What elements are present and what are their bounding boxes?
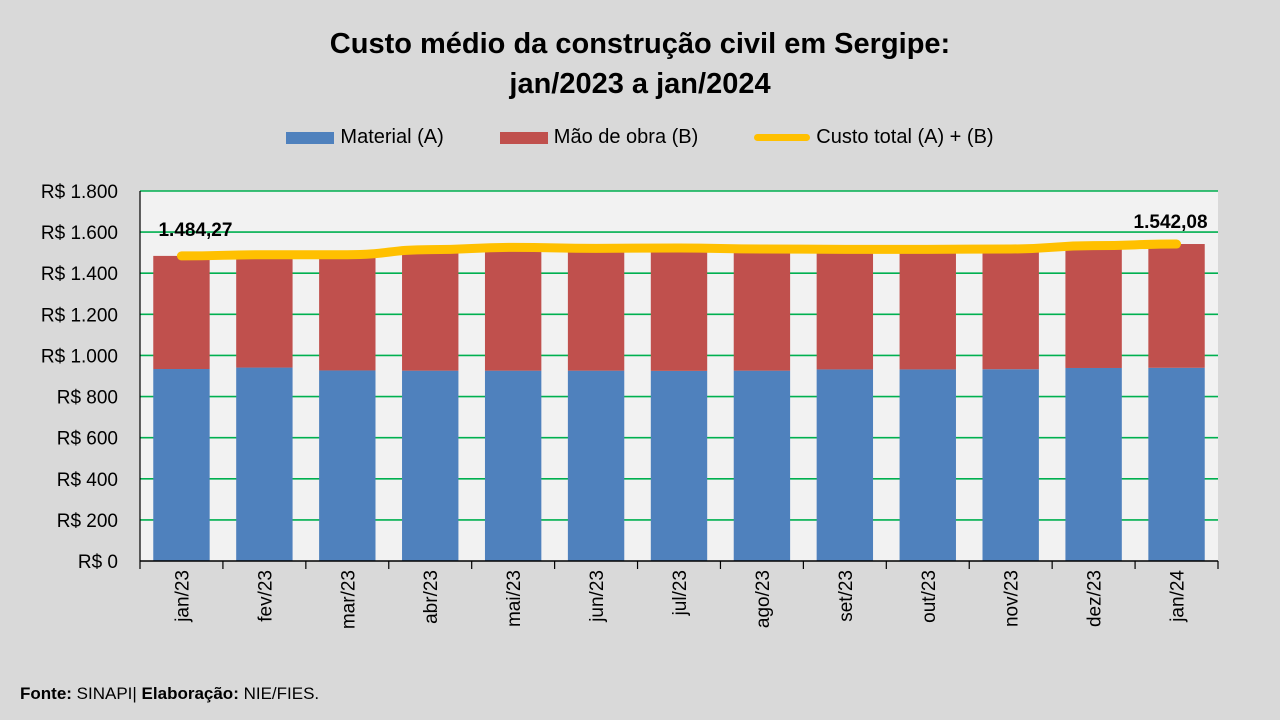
- bar-mao-de-obra: [319, 254, 376, 371]
- y-tick-label: R$ 400: [57, 470, 118, 491]
- y-tick-label: R$ 1.000: [41, 346, 118, 367]
- bar-mao-de-obra: [236, 254, 293, 368]
- chart-title-line1: Custo médio da construção civil em Sergi…: [329, 28, 951, 60]
- bar-material: [236, 367, 293, 561]
- legend-swatch-mao-de-obra: [499, 131, 548, 144]
- chart-title-line2: jan/2023 a jan/2024: [509, 68, 771, 100]
- x-tick-label: jan/24: [1168, 570, 1189, 623]
- x-tick-label: ago/23: [753, 570, 774, 628]
- data-label-first: 1.484,27: [158, 220, 232, 241]
- bar-material: [1065, 367, 1122, 561]
- data-label-last: 1.542,08: [1134, 212, 1208, 233]
- x-tick-label: jul/23: [670, 570, 691, 616]
- y-tick-label: R$ 1.200: [41, 305, 118, 326]
- y-tick-label: R$ 1.400: [41, 264, 118, 285]
- bar-mao-de-obra: [899, 249, 956, 370]
- x-tick-label: set/23: [836, 570, 857, 622]
- bar-material: [899, 369, 956, 561]
- bar-mao-de-obra: [982, 248, 1039, 370]
- x-tick-label: jan/23: [172, 570, 193, 623]
- x-tick-label: mai/23: [504, 570, 525, 627]
- y-tick-label: R$ 1.600: [41, 223, 118, 244]
- legend-swatch-custo-total: [754, 134, 811, 141]
- legend-item-custo-total: Custo total (A) + (B): [754, 126, 994, 149]
- bar-mao-de-obra: [402, 249, 459, 371]
- bar-mao-de-obra: [816, 249, 874, 370]
- bar-mao-de-obra: [1148, 244, 1205, 368]
- x-tick-label: mar/23: [338, 570, 359, 629]
- x-tick-label: dez/23: [1085, 570, 1106, 627]
- y-tick-label: R$ 200: [57, 511, 118, 532]
- x-tick-label: fev/23: [255, 570, 276, 622]
- footer-credit-label: Elaboração:: [141, 684, 239, 703]
- legend-label-material: Material (A): [340, 126, 444, 148]
- y-tick-label: R$ 0: [78, 552, 118, 573]
- bar-mao-de-obra: [153, 255, 210, 370]
- chart-title: Custo médio da construção civil em Sergi…: [0, 24, 1280, 104]
- footer-source: Fonte: SINAPI| Elaboração: NIE/FIES.: [20, 684, 319, 704]
- bar-material: [484, 370, 542, 561]
- footer-source-label: Fonte:: [20, 684, 72, 703]
- footer-source-value: SINAPI|: [71, 684, 142, 703]
- bar-mao-de-obra: [484, 247, 542, 371]
- bar-material: [816, 369, 874, 561]
- y-tick-label: R$ 800: [57, 388, 118, 409]
- bar-material: [567, 370, 625, 561]
- bar-mao-de-obra: [650, 247, 708, 371]
- x-tick-label: nov/23: [1002, 570, 1023, 627]
- bar-mao-de-obra: [1065, 245, 1122, 368]
- legend-swatch-material: [286, 131, 335, 144]
- bar-material: [319, 370, 376, 561]
- chart-legend: Material (A) Mão de obra (B) Custo total…: [0, 126, 1280, 149]
- bar-material: [650, 370, 708, 561]
- x-tick-label: jun/23: [587, 570, 608, 623]
- bar-material: [402, 370, 459, 561]
- y-tick-label: R$ 1.800: [41, 182, 118, 203]
- bar-material: [733, 370, 791, 561]
- footer-credit-value: NIE/FIES.: [238, 684, 320, 703]
- x-tick-label: out/23: [919, 570, 940, 623]
- bar-mao-de-obra: [733, 248, 791, 371]
- legend-item-mao-de-obra: Mão de obra (B): [499, 126, 699, 149]
- bar-material: [153, 369, 210, 561]
- y-tick-label: R$ 600: [57, 429, 118, 450]
- legend-label-custo-total: Custo total (A) + (B): [816, 126, 994, 148]
- x-tick-label: abr/23: [421, 570, 442, 624]
- bar-material: [1148, 367, 1205, 561]
- bar-mao-de-obra: [567, 248, 625, 371]
- legend-label-mao-de-obra: Mão de obra (B): [553, 126, 699, 148]
- bar-material: [982, 369, 1039, 561]
- legend-item-material: Material (A): [286, 126, 444, 149]
- line-custo-total: [176, 239, 1182, 261]
